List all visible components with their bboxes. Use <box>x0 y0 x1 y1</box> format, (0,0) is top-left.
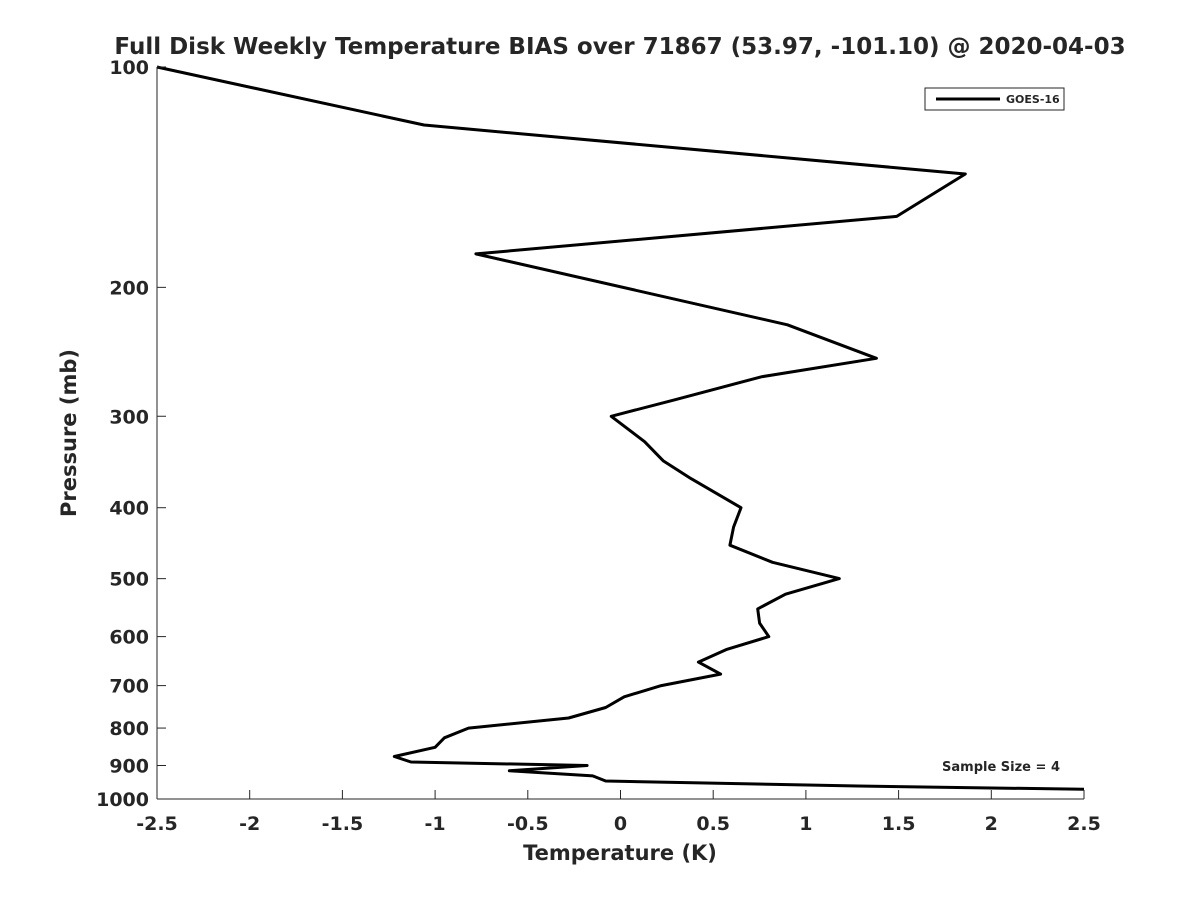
y-tick-label: 200 <box>109 277 149 299</box>
x-axis-label: Temperature (K) <box>523 841 717 865</box>
y-tick-label: 700 <box>109 676 149 698</box>
series-line-goes-16 <box>156 65 1085 791</box>
y-tick-label: 1000 <box>96 789 149 811</box>
y-tick-label: 300 <box>109 406 149 428</box>
y-axis: 100 200 300 400 500 600 700 800 900 1000 <box>96 57 166 811</box>
x-tick-label: -0.5 <box>507 813 549 835</box>
x-tick-label: -2 <box>239 813 260 835</box>
x-tick-label: -1 <box>425 813 446 835</box>
legend: GOES-16 <box>924 87 1065 111</box>
y-tick-label: 100 <box>109 57 149 79</box>
x-tick-label: 1.5 <box>882 813 916 835</box>
y-axis-label: Pressure (mb) <box>57 349 81 517</box>
x-tick-label: 0 <box>614 813 627 835</box>
legend-label: GOES-16 <box>1006 93 1060 106</box>
y-tick-label: 400 <box>109 498 149 520</box>
x-axis: -2.5 -2 -1.5 -1 -0.5 0 0.5 1 1.5 2 2.5 <box>136 790 1101 835</box>
x-tick-label: 0.5 <box>696 813 730 835</box>
x-tick-label: 2.5 <box>1067 813 1101 835</box>
y-tick-label: 900 <box>109 756 149 778</box>
y-tick-label: 800 <box>109 718 149 740</box>
x-tick-label: -2.5 <box>136 813 178 835</box>
sample-size-annotation: Sample Size = 4 <box>942 760 1060 775</box>
x-tick-label: -1.5 <box>322 813 364 835</box>
x-tick-label: 1 <box>799 813 812 835</box>
x-tick-label: 2 <box>985 813 998 835</box>
y-tick-label: 500 <box>109 569 149 591</box>
chart-title: Full Disk Weekly Temperature BIAS over 7… <box>114 34 1125 60</box>
y-tick-label: 600 <box>109 627 149 649</box>
